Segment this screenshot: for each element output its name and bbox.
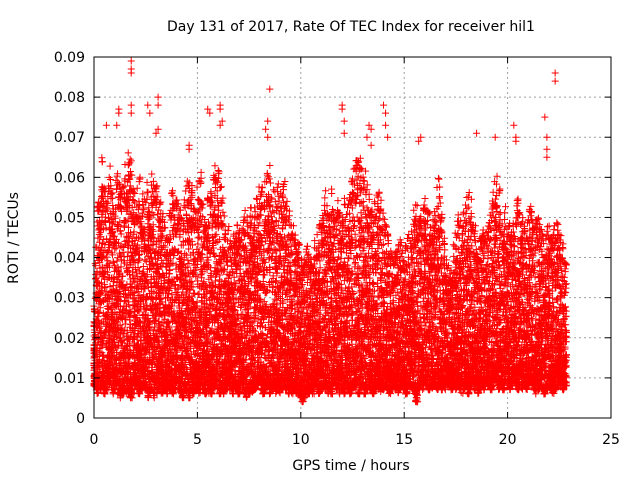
data-point bbox=[116, 249, 124, 257]
data-point bbox=[98, 192, 106, 200]
data-point bbox=[113, 172, 121, 180]
data-point bbox=[114, 221, 122, 229]
data-point bbox=[109, 189, 117, 197]
data-point bbox=[108, 346, 116, 354]
data-point bbox=[93, 389, 101, 397]
data-point bbox=[112, 244, 120, 252]
data-point bbox=[252, 194, 260, 202]
data-point bbox=[101, 284, 109, 292]
data-point bbox=[105, 295, 113, 303]
data-point bbox=[148, 170, 156, 178]
data-point bbox=[97, 220, 105, 228]
data-point bbox=[215, 168, 223, 176]
data-point bbox=[185, 245, 193, 253]
data-point bbox=[105, 214, 113, 222]
data-point bbox=[109, 351, 117, 359]
data-point bbox=[141, 256, 149, 264]
data-point bbox=[217, 183, 225, 191]
data-point bbox=[197, 271, 205, 279]
data-point bbox=[95, 238, 103, 246]
data-point bbox=[117, 204, 125, 212]
data-point bbox=[103, 268, 111, 276]
data-point bbox=[207, 188, 215, 196]
data-point bbox=[96, 304, 104, 312]
data-point bbox=[98, 158, 106, 166]
data-point bbox=[110, 278, 118, 286]
data-point bbox=[114, 289, 122, 297]
data-point bbox=[251, 204, 259, 212]
data-point bbox=[99, 236, 107, 244]
data-point bbox=[105, 365, 113, 373]
data-point bbox=[113, 257, 121, 265]
data-point bbox=[214, 167, 222, 175]
data-point bbox=[220, 212, 228, 220]
data-point bbox=[104, 247, 112, 255]
data-point bbox=[114, 341, 122, 349]
data-point bbox=[97, 219, 105, 227]
data-point bbox=[94, 313, 102, 321]
data-point bbox=[106, 331, 114, 339]
data-point bbox=[117, 359, 125, 367]
data-point bbox=[95, 224, 103, 232]
data-point bbox=[98, 340, 106, 348]
data-point bbox=[106, 175, 114, 183]
data-point bbox=[117, 230, 125, 238]
data-point bbox=[105, 263, 113, 271]
data-point bbox=[109, 201, 117, 209]
data-point bbox=[112, 235, 120, 243]
data-point bbox=[95, 230, 103, 238]
data-point bbox=[194, 234, 202, 242]
data-point bbox=[96, 345, 104, 353]
data-point bbox=[110, 218, 118, 226]
data-point bbox=[100, 280, 108, 288]
data-point bbox=[101, 381, 109, 389]
data-point bbox=[106, 282, 114, 290]
data-point bbox=[116, 242, 124, 250]
data-point bbox=[91, 351, 99, 359]
data-point bbox=[105, 337, 113, 345]
data-point bbox=[109, 228, 117, 236]
data-point bbox=[108, 251, 116, 259]
data-point bbox=[124, 149, 132, 157]
data-point bbox=[99, 252, 107, 260]
data-point bbox=[104, 257, 112, 265]
data-point bbox=[118, 243, 126, 251]
data-point bbox=[97, 244, 105, 252]
data-point bbox=[96, 289, 104, 297]
data-point bbox=[116, 227, 124, 235]
data-point bbox=[104, 199, 112, 207]
data-point bbox=[111, 214, 119, 222]
data-point bbox=[114, 179, 122, 187]
data-point bbox=[116, 298, 124, 306]
data-point bbox=[106, 236, 114, 244]
data-point bbox=[109, 258, 117, 266]
data-point bbox=[211, 162, 219, 170]
data-point bbox=[120, 244, 128, 251]
data-point bbox=[102, 253, 110, 261]
data-point bbox=[103, 207, 111, 215]
data-point bbox=[91, 260, 99, 268]
data-points bbox=[91, 58, 570, 406]
data-point bbox=[116, 394, 124, 402]
data-point bbox=[92, 345, 100, 353]
data-point bbox=[143, 188, 151, 196]
data-point bbox=[109, 274, 117, 282]
data-point bbox=[139, 190, 147, 198]
data-point bbox=[96, 328, 104, 336]
data-point bbox=[98, 255, 106, 263]
data-point bbox=[117, 263, 125, 271]
data-point bbox=[116, 218, 124, 226]
data-point bbox=[111, 245, 119, 253]
data-point bbox=[107, 182, 115, 190]
data-point bbox=[106, 243, 114, 251]
data-point bbox=[95, 309, 103, 317]
data-point bbox=[93, 267, 101, 275]
data-point bbox=[114, 264, 122, 272]
data-point bbox=[185, 393, 193, 401]
data-point bbox=[106, 162, 114, 170]
data-point bbox=[94, 234, 102, 242]
